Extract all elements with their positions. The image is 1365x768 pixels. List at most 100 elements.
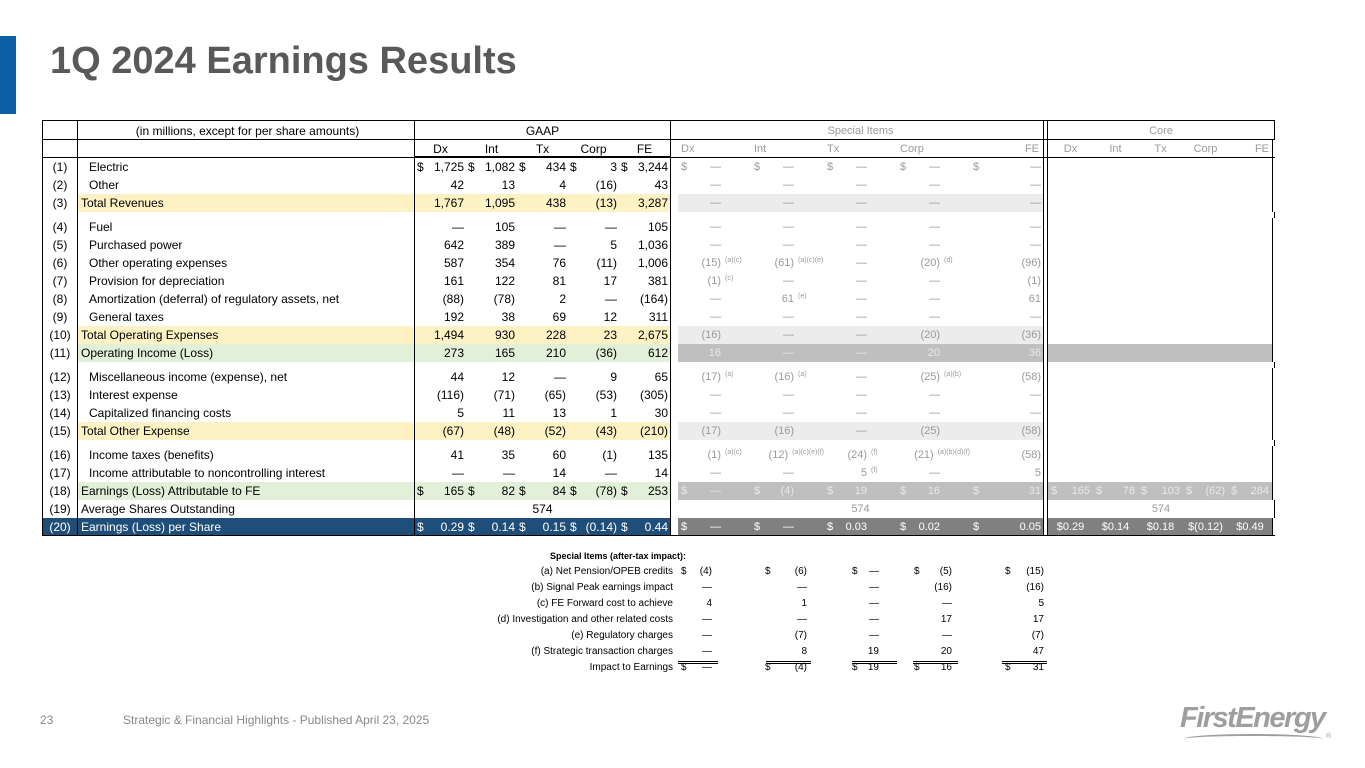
special-value: 20 xyxy=(927,347,940,359)
dollar-sign: $ xyxy=(570,160,577,174)
footnote-value: — xyxy=(869,598,879,609)
core-cell xyxy=(1138,272,1183,290)
special-cell: — xyxy=(751,404,824,422)
special-cell: $ — xyxy=(751,518,824,535)
special-value: (25) xyxy=(920,371,940,383)
table-row: (8) Amortization (deferral) of regulatory… xyxy=(42,290,1275,308)
core-cell xyxy=(1048,344,1093,362)
core-cell xyxy=(1138,218,1183,236)
gaap-value: 23 xyxy=(603,328,617,342)
core-cell xyxy=(1228,272,1273,290)
table-row: (18) Earnings (Loss) Attributable to FE $1… xyxy=(42,482,1275,500)
core-value: $0.18 xyxy=(1146,521,1175,533)
core-cell xyxy=(1138,308,1183,326)
dollar-sign xyxy=(900,308,914,326)
special-cell: — xyxy=(678,218,751,236)
gaap-value: 1,006 xyxy=(637,256,668,270)
gaap-cell: 13 xyxy=(466,176,517,194)
gaap-cell: (1) xyxy=(568,446,619,464)
gaap-value: 76 xyxy=(552,256,566,270)
special-cell: — xyxy=(970,386,1043,404)
special-cell: $ — xyxy=(970,158,1043,176)
dollar-sign xyxy=(681,254,695,272)
dollar-sign xyxy=(973,446,987,464)
spacer xyxy=(670,194,678,212)
footnote-value: — xyxy=(869,566,879,577)
core-cell xyxy=(1093,344,1138,362)
dollar-sign xyxy=(827,422,841,440)
special-value: (20) xyxy=(920,257,940,269)
dollar-sign xyxy=(827,272,841,290)
gaap-cell: $0.44 xyxy=(619,518,670,535)
gaap-value: 5 xyxy=(457,406,464,420)
special-value: — xyxy=(1030,197,1041,209)
gaap-value: 44 xyxy=(450,370,464,384)
dollar-sign xyxy=(973,236,987,254)
footnote-value: (5) xyxy=(939,566,952,577)
firstenergy-logo: FirstEnergy xyxy=(1180,702,1326,734)
row-label: Interest expense xyxy=(78,386,415,404)
row-number: (12) xyxy=(42,368,78,386)
gaap-cell: (78) xyxy=(466,290,517,308)
dollar-sign: $ xyxy=(681,161,688,173)
core-cell xyxy=(1183,158,1228,176)
special-value: — xyxy=(856,407,867,419)
gaap-value: 43 xyxy=(654,178,668,192)
special-cell: $ (4) xyxy=(751,482,824,500)
core-cell: $165 xyxy=(1048,482,1093,500)
dollar-sign xyxy=(827,236,841,254)
underline xyxy=(913,661,958,662)
gaap-value: 0.15 xyxy=(542,520,566,534)
dollar-sign xyxy=(900,272,914,290)
special-cell: — xyxy=(751,218,824,236)
footnote-ref: (d) xyxy=(944,257,953,264)
core-cell xyxy=(1048,158,1093,176)
dollar-sign xyxy=(754,386,768,404)
special-cell: (16) xyxy=(751,422,824,440)
dollar-sign xyxy=(900,464,914,482)
special-cell: — xyxy=(897,290,970,308)
core-cell: $0.14 xyxy=(1093,518,1138,535)
dollar-sign xyxy=(681,446,695,464)
gaap-col-header: Int xyxy=(466,140,517,157)
special-value: 16 xyxy=(927,485,940,497)
gaap-value: 81 xyxy=(552,274,566,288)
core-cell xyxy=(1183,308,1228,326)
dollar-sign xyxy=(681,368,695,386)
special-cell: — xyxy=(897,176,970,194)
dollar-sign: $ xyxy=(1231,485,1238,497)
footnote-value: — xyxy=(869,614,879,625)
gaap-value: 41 xyxy=(450,448,464,462)
gaap-value: (88) xyxy=(442,292,464,306)
core-value: (62) xyxy=(1205,485,1225,497)
special-value: (4) xyxy=(780,485,794,497)
special-cell: — xyxy=(897,236,970,254)
gaap-value: 389 xyxy=(494,238,515,252)
dollar-sign xyxy=(681,236,695,254)
core-cell xyxy=(1093,326,1138,344)
gaap-value: 1,494 xyxy=(433,328,464,342)
row-number: (19) xyxy=(42,500,78,518)
core-cell xyxy=(1138,464,1183,482)
core-cell xyxy=(1048,176,1093,194)
gaap-cell: 43 xyxy=(619,176,670,194)
spacer xyxy=(78,212,415,218)
dollar-sign: $ xyxy=(621,484,628,498)
dollar-sign: $ xyxy=(914,566,920,577)
dollar-sign xyxy=(827,446,841,464)
core-cell xyxy=(1093,194,1138,212)
gaap-value: 38 xyxy=(501,310,515,324)
special-value: — xyxy=(783,407,794,419)
special-cell: — xyxy=(824,194,897,212)
special-value: — xyxy=(856,293,867,305)
special-value: — xyxy=(929,275,940,287)
footnote-ref: (f) xyxy=(871,449,878,456)
dollar-sign xyxy=(681,194,695,212)
special-value: — xyxy=(783,311,794,323)
gaap-cell: 105 xyxy=(466,218,517,236)
special-value: — xyxy=(783,239,794,251)
gaap-cell: (53) xyxy=(568,386,619,404)
gaap-cell: $0.15 xyxy=(517,518,568,535)
spacer xyxy=(1043,344,1048,362)
dollar-sign: $ xyxy=(570,484,577,498)
